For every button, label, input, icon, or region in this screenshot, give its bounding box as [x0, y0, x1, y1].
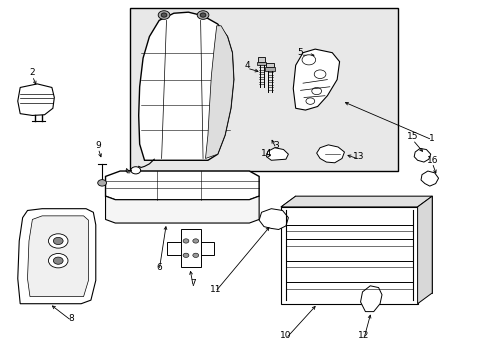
Bar [257, 57, 265, 62]
Text: 7: 7 [190, 279, 196, 288]
Bar [167, 242, 214, 255]
Text: 13: 13 [353, 152, 364, 161]
Text: 11: 11 [209, 285, 221, 294]
Circle shape [161, 13, 166, 17]
Circle shape [53, 257, 63, 264]
Text: 12: 12 [358, 332, 369, 341]
Circle shape [98, 180, 106, 186]
Polygon shape [360, 286, 381, 312]
Polygon shape [281, 196, 431, 207]
Polygon shape [293, 49, 339, 110]
Circle shape [48, 234, 68, 248]
Polygon shape [259, 209, 288, 229]
Circle shape [305, 98, 314, 104]
Polygon shape [27, 216, 88, 297]
Polygon shape [18, 84, 54, 116]
Polygon shape [281, 207, 417, 304]
Circle shape [311, 87, 321, 95]
Polygon shape [105, 171, 259, 200]
Polygon shape [105, 196, 259, 223]
Circle shape [131, 167, 141, 174]
Circle shape [53, 237, 63, 244]
Polygon shape [420, 171, 438, 186]
Polygon shape [413, 148, 430, 162]
Bar [130, 8, 397, 171]
Polygon shape [266, 148, 288, 160]
Bar [181, 229, 200, 267]
Circle shape [197, 11, 208, 19]
Circle shape [192, 239, 198, 243]
Polygon shape [18, 209, 96, 304]
Text: 9: 9 [95, 141, 101, 150]
Circle shape [314, 70, 325, 78]
Text: 5: 5 [297, 48, 303, 57]
Bar [266, 63, 274, 67]
Text: 15: 15 [406, 132, 418, 141]
Text: 16: 16 [426, 156, 437, 165]
Circle shape [200, 13, 205, 17]
Text: 3: 3 [273, 141, 279, 150]
Polygon shape [139, 12, 233, 160]
Circle shape [183, 253, 188, 257]
Circle shape [192, 253, 198, 257]
Text: 2: 2 [29, 68, 35, 77]
Polygon shape [417, 196, 431, 304]
Text: 10: 10 [280, 332, 291, 341]
Polygon shape [205, 26, 233, 158]
Text: 6: 6 [156, 264, 162, 273]
Circle shape [48, 253, 68, 268]
Text: 4: 4 [244, 61, 249, 70]
Polygon shape [316, 145, 344, 163]
Circle shape [158, 11, 169, 19]
Text: 14: 14 [260, 149, 272, 158]
Circle shape [302, 55, 315, 65]
Circle shape [183, 239, 188, 243]
Bar [256, 62, 266, 65]
Text: 8: 8 [68, 314, 74, 323]
Text: 1: 1 [428, 134, 434, 143]
Bar [265, 67, 275, 71]
